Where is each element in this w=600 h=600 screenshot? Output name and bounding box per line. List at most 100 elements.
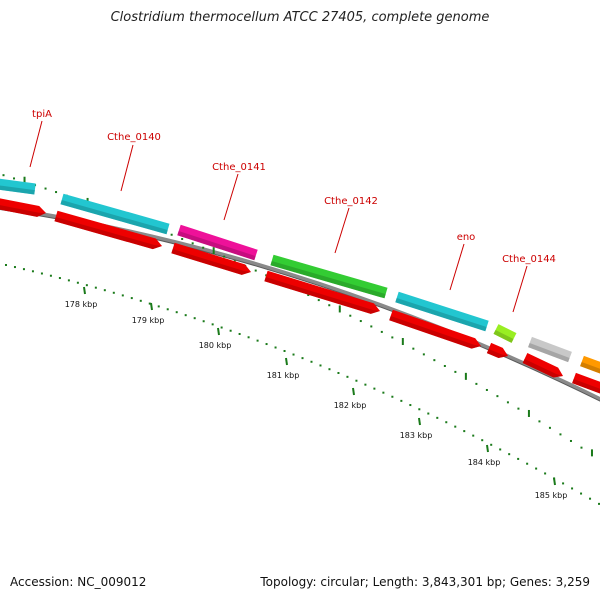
inner-tick <box>373 387 376 390</box>
major-tick <box>150 302 153 311</box>
inner-tick <box>589 497 592 500</box>
gene-eno[interactable] <box>395 291 489 332</box>
inner-tick <box>148 302 151 305</box>
outer-tick <box>2 174 5 177</box>
genome-summary-text: Topology: circular; Length: 3,843,301 bp… <box>260 575 590 589</box>
inner-tick <box>481 439 484 442</box>
label-leader <box>334 207 350 254</box>
outer-tick <box>370 325 373 328</box>
kbp-tick-label: 185 kbp <box>535 491 568 500</box>
gene-unnamed-7[interactable] <box>580 355 600 378</box>
map-title: Clostridium thermocellum ATCC 27405, com… <box>110 10 490 25</box>
outer-tick <box>181 237 184 240</box>
inner-tick <box>112 291 115 294</box>
inner-tick <box>31 270 34 273</box>
inner-tick <box>571 487 574 490</box>
label-leader <box>449 243 465 291</box>
inner-tick <box>211 323 214 326</box>
accession-text: Accession: NC_009012 <box>10 575 147 589</box>
outer-tick <box>454 370 457 373</box>
inner-tick <box>220 326 223 329</box>
cds-arrow-6[interactable] <box>522 353 566 381</box>
outer-tick <box>223 255 226 258</box>
outer-tick <box>391 336 394 339</box>
gene-cthe_0144[interactable] <box>493 324 517 343</box>
outer-tick <box>359 320 362 323</box>
inner-tick <box>346 375 349 378</box>
outer-tick <box>590 449 593 457</box>
gene-tpia[interactable] <box>0 177 36 195</box>
inner-tick <box>130 297 133 300</box>
inner-tick <box>121 294 124 297</box>
outer-tick <box>496 395 499 398</box>
inner-tick <box>499 448 502 451</box>
inner-tick <box>283 349 286 352</box>
inner-tick <box>22 268 25 271</box>
kbp-tick-label: 181 kbp <box>267 371 300 380</box>
gene-label: eno <box>457 232 476 243</box>
outer-tick <box>548 426 551 429</box>
outer-tick <box>412 347 415 350</box>
cds-arrow-4[interactable] <box>389 309 483 351</box>
major-tick <box>553 477 556 486</box>
inner-tick <box>418 408 421 411</box>
inner-tick <box>445 421 448 424</box>
inner-tick <box>166 308 169 311</box>
gene-unnamed-6[interactable] <box>528 336 572 363</box>
gene-label: Cthe_0140 <box>107 132 161 143</box>
kbp-label-layer: 178 kbp 179 kbp 180 kbp 181 kbp 182 kbp 183 k… <box>65 300 568 500</box>
inner-tick <box>184 314 187 317</box>
outer-tick <box>580 446 583 449</box>
inner-tick <box>463 430 466 433</box>
major-tick <box>486 444 489 453</box>
inner-tick <box>580 492 583 495</box>
cds-arrow-5[interactable] <box>486 342 510 361</box>
outer-tick <box>349 314 352 317</box>
outer-tick <box>527 409 530 417</box>
inner-tick <box>265 343 268 346</box>
inner-tick <box>94 286 97 289</box>
outer-tick <box>559 433 562 436</box>
cds-track <box>0 196 600 397</box>
kbp-tick-label: 179 kbp <box>132 316 165 325</box>
major-tick <box>418 417 421 426</box>
inner-tick <box>256 339 259 342</box>
gene-cthe_0140[interactable] <box>60 193 170 235</box>
cds-arrow-1[interactable] <box>54 210 164 252</box>
outer-tick <box>475 382 478 385</box>
inner-tick <box>517 457 520 460</box>
outer-tick <box>212 247 215 255</box>
cds-arrow-0[interactable] <box>0 196 47 219</box>
kbp-tick-label: 178 kbp <box>65 300 98 309</box>
inner-tick <box>301 357 304 360</box>
inner-tick <box>4 264 7 267</box>
gene-label: Cthe_0142 <box>324 196 378 207</box>
cds-arrow-7[interactable] <box>572 372 600 397</box>
inner-tick <box>13 266 16 269</box>
major-tick <box>285 357 288 366</box>
inner-tick <box>175 311 178 314</box>
cds-arrow-2[interactable] <box>171 242 252 278</box>
inner-tick <box>319 364 322 367</box>
outer-tick <box>202 246 205 249</box>
gene-label: Cthe_0141 <box>212 162 266 173</box>
kbp-tick-label: 182 kbp <box>334 401 367 410</box>
inner-tick <box>310 360 313 363</box>
inner-tick <box>355 379 358 382</box>
inner-tick <box>535 467 538 470</box>
outer-tick <box>170 233 173 236</box>
outer-tick <box>433 359 436 362</box>
cds-arrow-3[interactable] <box>264 270 381 317</box>
outer-tick <box>380 330 383 333</box>
major-tick <box>217 327 220 336</box>
outer-tick <box>443 364 446 367</box>
outer-tick <box>307 294 310 297</box>
label-leader <box>512 265 528 313</box>
gene-cthe_0142[interactable] <box>270 254 388 299</box>
gene-cthe_0141[interactable] <box>177 224 258 261</box>
inner-tick <box>76 281 79 284</box>
inner-tick <box>292 353 295 356</box>
major-tick <box>83 286 86 295</box>
inner-tick <box>202 320 205 323</box>
outer-tick <box>517 407 520 410</box>
